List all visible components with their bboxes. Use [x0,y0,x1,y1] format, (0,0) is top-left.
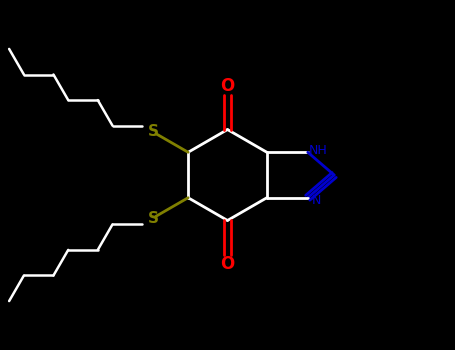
Text: O: O [220,255,235,273]
Text: S: S [148,211,159,226]
Text: N: N [311,194,321,208]
Text: S: S [148,124,159,139]
Text: NH: NH [308,144,327,156]
Text: O: O [220,77,235,95]
